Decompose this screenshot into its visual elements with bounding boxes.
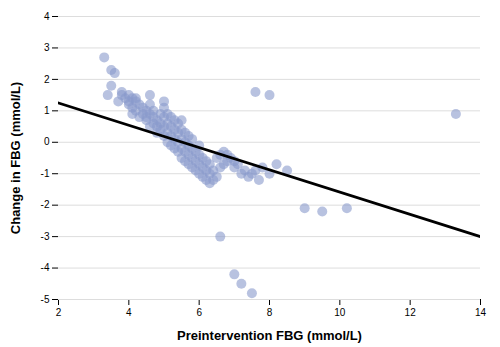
svg-text:12: 12 xyxy=(405,307,417,318)
svg-text:Preintervention FBG (mmol/L): Preintervention FBG (mmol/L) xyxy=(177,328,362,343)
svg-text:2: 2 xyxy=(56,307,62,318)
svg-text:4: 4 xyxy=(44,11,50,22)
svg-text:3: 3 xyxy=(44,42,50,53)
svg-text:14: 14 xyxy=(475,307,487,318)
svg-text:-1: -1 xyxy=(41,168,50,179)
svg-text:8: 8 xyxy=(267,307,273,318)
svg-text:-3: -3 xyxy=(41,231,50,242)
svg-text:-5: -5 xyxy=(41,294,50,305)
svg-text:0: 0 xyxy=(44,136,50,147)
svg-text:10: 10 xyxy=(334,307,346,318)
svg-text:Change in FBG (mmol/L): Change in FBG (mmol/L) xyxy=(8,82,23,234)
svg-text:4: 4 xyxy=(126,307,132,318)
svg-text:-4: -4 xyxy=(41,262,50,273)
svg-text:6: 6 xyxy=(196,307,202,318)
svg-text:2: 2 xyxy=(44,74,50,85)
svg-text:-2: -2 xyxy=(41,199,50,210)
svg-text:1: 1 xyxy=(44,105,50,116)
